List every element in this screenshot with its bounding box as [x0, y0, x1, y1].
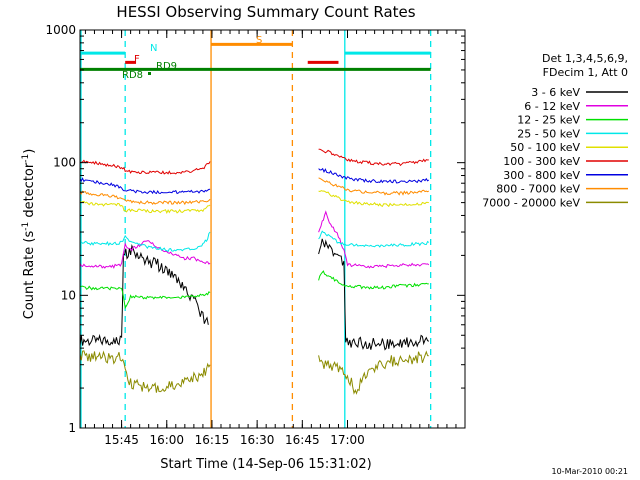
y-tick-label: 10 [61, 288, 76, 302]
flag-label-rd8: RD8 [122, 70, 143, 81]
series-line-4 [79, 200, 211, 215]
footer-timestamp: 10-Mar-2010 00:21 [552, 467, 629, 476]
y-label-end: ) [22, 149, 37, 154]
flag-bars [80, 42, 431, 71]
legend-label: 6 - 12 keV [524, 100, 580, 113]
y-label-sup2: -1 [21, 154, 31, 163]
legend: Det 1,3,4,5,6,9, FDecim 1, Att 0 3 - 6 k… [482, 52, 628, 209]
series-line-5 [318, 148, 429, 167]
x-axis-label: Start Time (14-Sep-06 15:31:02) [160, 457, 371, 472]
x-tick-label: 16:00 [149, 433, 184, 447]
series-line-4 [318, 190, 429, 208]
series-line-1 [318, 210, 430, 269]
legend-label: 7000 - 20000 keV [482, 196, 580, 209]
series-line-7 [318, 177, 430, 196]
series-line-6 [79, 177, 211, 195]
y-tick-label: 100 [53, 156, 76, 170]
x-tick-label: 17:00 [330, 433, 365, 447]
series-line-1 [79, 240, 211, 269]
plot-frame [79, 29, 466, 429]
axes: 1 10 100 1000 15:45 16:00 16:15 16:30 16:45 17:00 [45, 23, 466, 447]
legend-header-line2: FDecim 1, Att 0 [543, 66, 628, 79]
x-tick-label: 15:45 [104, 433, 139, 447]
series-line-5 [79, 159, 211, 175]
series-line-0 [79, 243, 209, 347]
chart-title: HESSI Observing Summary Count Rates [116, 3, 415, 21]
legend-label: 50 - 100 keV [510, 141, 580, 154]
y-label-main: Count Rate (s [22, 231, 37, 320]
flag-label-f: F [134, 54, 140, 65]
flag-label-n: N [150, 43, 157, 54]
vertical-markers [80, 30, 432, 428]
legend-header-line1: Det 1,3,4,5,6,9, [542, 52, 628, 65]
legend-label: 3 - 6 keV [531, 86, 580, 99]
series-line-3 [318, 230, 430, 248]
x-tick-label: 16:45 [285, 433, 320, 447]
series-line-3 [79, 231, 211, 253]
series-line-8 [79, 350, 211, 393]
legend-label: 25 - 50 keV [517, 127, 580, 140]
flag-labels: N S F RD9 RD8 [122, 35, 262, 81]
series-lines [79, 148, 430, 395]
y-tick-label: 1000 [45, 23, 76, 37]
flag-label-s: S [256, 35, 262, 46]
legend-label: 100 - 300 keV [503, 155, 580, 168]
x-tick-label: 16:30 [240, 433, 275, 447]
y-axis-label: Count Rate (s-1 detector-1) [21, 149, 37, 320]
rd8-dot [148, 72, 151, 75]
legend-label: 800 - 7000 keV [496, 183, 580, 196]
legend-label: 12 - 25 keV [517, 114, 580, 127]
series-line-2 [318, 270, 429, 290]
legend-label: 300 - 800 keV [503, 169, 580, 182]
series-line-6 [318, 167, 430, 184]
y-tick-label: 1 [68, 421, 76, 435]
x-tick-label: 16:15 [195, 433, 230, 447]
svg-text:Count Rate (s-1 detector-1): Count Rate (s-1 detector-1) [21, 149, 37, 320]
series-line-8 [318, 350, 429, 395]
series-line-2 [79, 285, 211, 310]
flag-label-rd9: RD9 [156, 61, 177, 72]
y-label-mid: detector [22, 162, 37, 222]
series-line-0 [318, 238, 430, 351]
series-line-7 [79, 190, 211, 206]
y-label-sup1: -1 [21, 222, 31, 231]
